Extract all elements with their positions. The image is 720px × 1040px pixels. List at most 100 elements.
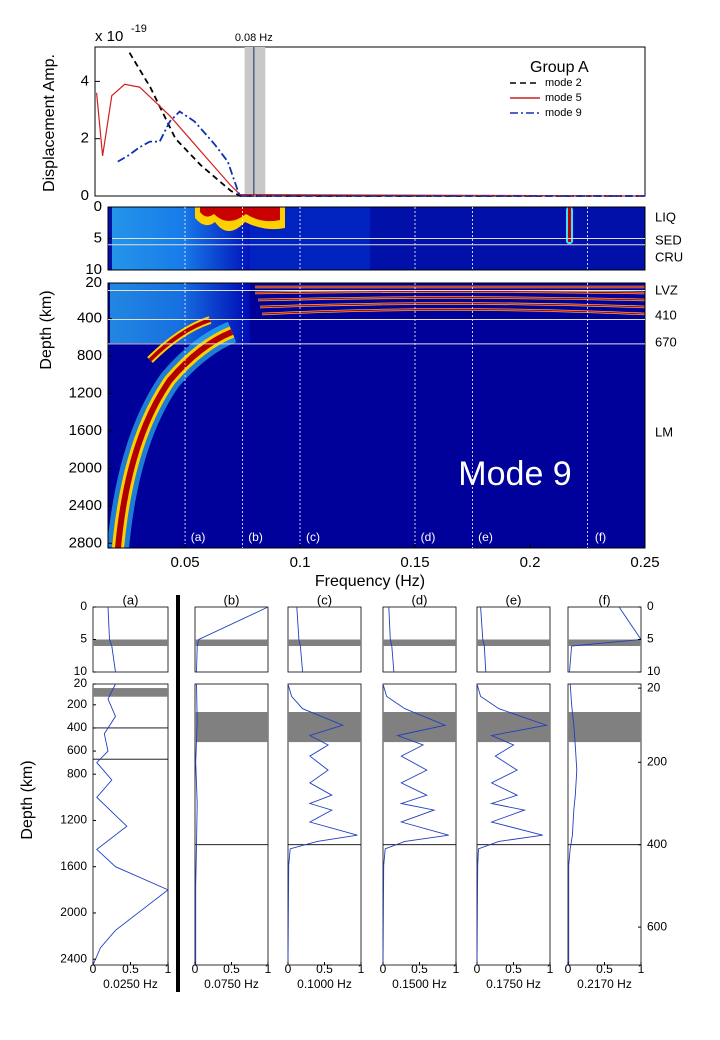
profile-curve (195, 683, 198, 965)
layer-label: SED (655, 232, 682, 247)
layer-band (568, 712, 641, 743)
layer-label: 670 (655, 334, 677, 349)
panel-label: (c) (317, 592, 332, 607)
scale-base: x 10 (95, 28, 123, 45)
layer-band (93, 688, 168, 697)
y-tick-label: 0 (81, 187, 89, 204)
legend-title: Group A (530, 59, 589, 76)
x-tick-label: 0 (380, 962, 387, 976)
y-tick-label: 1200 (69, 384, 102, 401)
y-tick-label: 200 (67, 697, 87, 711)
layer-band (195, 639, 268, 646)
mode-annotation: Mode 9 (458, 455, 571, 493)
layer-label: LM (655, 424, 673, 439)
profile-frame (92, 683, 169, 966)
x-tick-label: 0 (285, 962, 292, 976)
y-tick-label: 1600 (69, 422, 102, 439)
y-tick-label: 400 (67, 720, 87, 734)
y-tick-label: 200 (647, 754, 667, 768)
y-tick-label: 800 (67, 766, 87, 780)
profile-curve (476, 683, 549, 966)
layer-label: 410 (655, 307, 677, 322)
x-tick-label: 0 (565, 962, 572, 976)
x-tick-label: 0 (474, 962, 481, 976)
y-tick-label: 10 (647, 664, 661, 678)
series-line (117, 110, 645, 197)
y-axis-label: Depth (km) (19, 760, 36, 839)
scale-exponent: -19 (131, 23, 147, 35)
layer-band (477, 639, 550, 646)
y-tick-label: 2 (81, 130, 89, 147)
frequency-label: 0.2170 Hz (577, 977, 632, 991)
x-tick-label: 0.25 (630, 554, 659, 571)
layer-band (195, 712, 268, 743)
x-tick-label: 0.05 (170, 554, 199, 571)
panel-label: (d) (412, 592, 428, 607)
profile-curve (569, 606, 642, 673)
y-tick-label: 600 (67, 743, 87, 757)
marker-label: (c) (306, 530, 320, 544)
layer-band (477, 712, 550, 743)
y-tick-label: 600 (647, 919, 667, 933)
highlight-band (244, 47, 266, 196)
panel-label: (f) (598, 592, 610, 607)
frequency-label: 0.1000 Hz (297, 977, 352, 991)
heatmap-image (107, 207, 646, 550)
profile-curve (107, 606, 116, 673)
marker-label: (d) (421, 530, 436, 544)
x-axis-label: Frequency (Hz) (315, 573, 425, 590)
layer-band (288, 639, 361, 646)
x-tick-label: 0 (90, 962, 97, 976)
y-tick-label: 20 (74, 676, 88, 690)
legend-label: mode 5 (545, 92, 582, 104)
y-tick-label: 2000 (60, 905, 87, 919)
y-tick-label: 0 (94, 198, 102, 215)
y-tick-label: 2400 (69, 497, 102, 514)
plot-area (96, 52, 646, 197)
y-tick-label: 400 (77, 310, 102, 327)
marker-label: (f) (595, 530, 606, 544)
profile-curve (196, 606, 269, 673)
x-tick-label: 0.5 (411, 962, 428, 976)
layer-band (383, 712, 456, 743)
profile-curve (568, 683, 578, 965)
layer-label: CRU (655, 249, 683, 264)
y-tick-label: 2800 (69, 534, 102, 551)
panel-label: (e) (506, 592, 522, 607)
y-tick-label: 20 (85, 274, 102, 291)
x-tick-label: 1 (265, 962, 272, 976)
series-line (96, 83, 646, 197)
y-axis-label: Depth (km) (38, 290, 55, 369)
profile-curve (296, 606, 304, 673)
y-tick-label: 10 (85, 261, 102, 278)
series-line (128, 52, 645, 197)
x-tick-label: 0.2 (520, 554, 541, 571)
y-tick-label: 10 (74, 664, 88, 678)
x-tick-label: 0.5 (505, 962, 522, 976)
profile-curve (287, 683, 358, 966)
frequency-label: 0.0250 Hz (103, 977, 158, 991)
marker-label: (e) (478, 530, 493, 544)
y-tick-label: 1600 (60, 859, 87, 873)
y-tick-label: 5 (647, 632, 654, 646)
x-tick-label: 1 (165, 962, 172, 976)
marker-label: (a) (191, 530, 206, 544)
y-tick-label: 2400 (60, 951, 87, 965)
legend-label: mode 2 (545, 77, 582, 89)
x-tick-label: 0.5 (596, 962, 613, 976)
profile-curve (480, 606, 487, 673)
layer-band (288, 712, 361, 743)
x-tick-label: 1 (358, 962, 365, 976)
y-tick-label: 5 (80, 632, 87, 646)
x-tick-label: 0.5 (223, 962, 240, 976)
y-axis-label: Displacement Amp. (41, 54, 58, 192)
x-tick-label: 1 (453, 962, 460, 976)
x-tick-label: 0.15 (400, 554, 429, 571)
panel-label: (a) (123, 592, 139, 607)
marker-label: (b) (248, 530, 263, 544)
frequency-label: 0.0750 Hz (204, 977, 259, 991)
layer-label: LVZ (655, 282, 678, 297)
x-tick-label: 0.5 (316, 962, 333, 976)
